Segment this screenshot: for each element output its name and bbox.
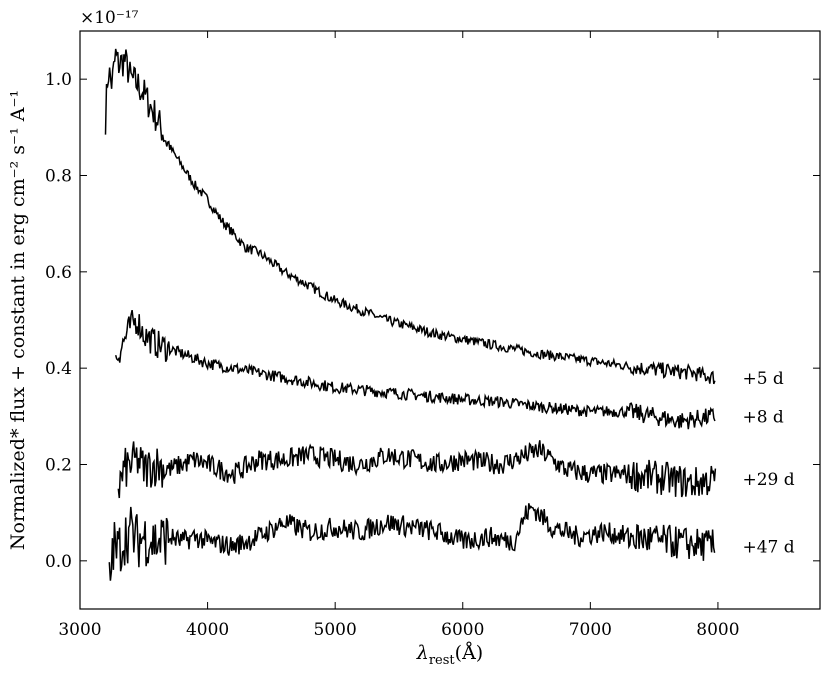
x-tick-label: 6000 — [441, 620, 484, 640]
series-line-4 — [108, 503, 716, 581]
x-tick-label: 5000 — [314, 620, 357, 640]
series-label-1: +5 d — [742, 369, 783, 389]
y-tick-label: 0.8 — [45, 167, 72, 187]
y-tick-label: 0.2 — [45, 456, 72, 476]
y-tick-label: 0.0 — [45, 552, 72, 572]
plot-frame — [79, 30, 821, 610]
x-tick-label: 7000 — [569, 620, 612, 640]
y-tick-label: 0.4 — [45, 359, 72, 379]
y-multiplier: ×10⁻¹⁷ — [80, 8, 139, 28]
y-tick-label: 1.0 — [45, 70, 72, 90]
series-line-3 — [117, 440, 717, 499]
series-line-2 — [114, 309, 716, 430]
series-label-3: +29 d — [742, 470, 794, 490]
series-label-2: +8 d — [742, 407, 783, 427]
y-axis-label: Normalized* flux + constant in erg cm⁻² … — [7, 90, 29, 550]
x-tick-label: 8000 — [696, 620, 739, 640]
plot-area: +5 d +8 d +29 d +47 d 3000 4000 5000 6000 7000 80… — [45, 31, 820, 640]
y-tick-label: 0.6 — [45, 263, 72, 283]
series-line-1 — [104, 48, 716, 385]
series-label-4: +47 d — [742, 537, 794, 557]
x-tick-label: 4000 — [186, 620, 229, 640]
x-axis-label: λrest(Å) — [416, 642, 483, 668]
x-tick-label: 3000 — [58, 620, 101, 640]
